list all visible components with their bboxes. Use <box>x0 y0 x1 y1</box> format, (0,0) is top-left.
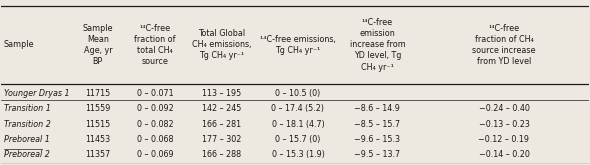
Text: 0 – 10.5 (0): 0 – 10.5 (0) <box>276 89 320 98</box>
Text: 11453: 11453 <box>85 135 110 144</box>
Text: Preboreal 1: Preboreal 1 <box>4 135 50 144</box>
Text: ¹⁴C-free emissions,
Tg CH₄ yr⁻¹: ¹⁴C-free emissions, Tg CH₄ yr⁻¹ <box>260 35 336 55</box>
Text: Younger Dryas 1: Younger Dryas 1 <box>4 89 69 98</box>
Text: 0 – 0.069: 0 – 0.069 <box>137 150 173 160</box>
Text: Sample: Sample <box>4 40 34 49</box>
Text: 0 – 0.092: 0 – 0.092 <box>137 104 173 113</box>
Text: −0.13 – 0.23: −0.13 – 0.23 <box>478 120 529 129</box>
Text: 11715: 11715 <box>85 89 110 98</box>
Text: 0 – 15.3 (1.9): 0 – 15.3 (1.9) <box>271 150 325 160</box>
Text: ¹⁴C-free
fraction of CH₄
source increase
from YD level: ¹⁴C-free fraction of CH₄ source increase… <box>472 24 536 66</box>
Text: Sample
Mean
Age, yr
BP: Sample Mean Age, yr BP <box>83 24 113 66</box>
Text: 113 – 195: 113 – 195 <box>202 89 241 98</box>
Text: Total Global
CH₄ emissions,
Tg CH₄ yr⁻¹: Total Global CH₄ emissions, Tg CH₄ yr⁻¹ <box>192 29 251 60</box>
Text: 0 – 0.082: 0 – 0.082 <box>137 120 173 129</box>
Text: −9.6 – 15.3: −9.6 – 15.3 <box>355 135 401 144</box>
Text: 0 – 17.4 (5.2): 0 – 17.4 (5.2) <box>271 104 325 113</box>
Text: 0 – 0.068: 0 – 0.068 <box>137 135 173 144</box>
Text: −0.24 – 0.40: −0.24 – 0.40 <box>478 104 529 113</box>
Text: 142 – 245: 142 – 245 <box>202 104 241 113</box>
Text: −8.6 – 14.9: −8.6 – 14.9 <box>355 104 401 113</box>
Text: ¹⁴C-free
fraction of
total CH₄
source: ¹⁴C-free fraction of total CH₄ source <box>135 24 176 66</box>
Text: −8.5 – 15.7: −8.5 – 15.7 <box>355 120 401 129</box>
Text: −0.12 – 0.19: −0.12 – 0.19 <box>478 135 529 144</box>
Text: Transition 2: Transition 2 <box>4 120 51 129</box>
Text: ¹⁴C-free
emission
increase from
YD level, Tg
CH₄ yr⁻¹: ¹⁴C-free emission increase from YD level… <box>349 18 405 72</box>
Text: 166 – 281: 166 – 281 <box>202 120 241 129</box>
Text: 0 – 0.071: 0 – 0.071 <box>137 89 173 98</box>
Text: Preboreal 2: Preboreal 2 <box>4 150 50 160</box>
Text: Transition 1: Transition 1 <box>4 104 51 113</box>
Text: 11357: 11357 <box>85 150 110 160</box>
Text: 0 – 18.1 (4.7): 0 – 18.1 (4.7) <box>271 120 325 129</box>
Text: 11515: 11515 <box>85 120 110 129</box>
Text: −0.14 – 0.20: −0.14 – 0.20 <box>478 150 529 160</box>
Text: 0 – 15.7 (0): 0 – 15.7 (0) <box>276 135 320 144</box>
Text: −9.5 – 13.7: −9.5 – 13.7 <box>355 150 401 160</box>
Text: 11559: 11559 <box>85 104 110 113</box>
Text: 177 – 302: 177 – 302 <box>202 135 241 144</box>
Text: 166 – 288: 166 – 288 <box>202 150 241 160</box>
